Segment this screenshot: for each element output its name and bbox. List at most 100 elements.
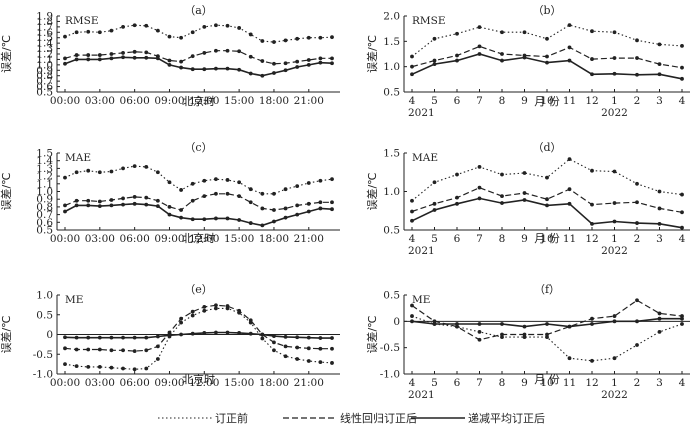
y-tick-label: 1.1 — [36, 178, 53, 190]
data-point-decay — [97, 57, 102, 62]
data-point-linear — [179, 208, 183, 212]
data-point-before — [306, 359, 311, 363]
data-point-before — [225, 178, 230, 182]
x-axis-title: 月 份 — [534, 95, 560, 108]
data-point-before — [283, 354, 288, 359]
y-tick-label: 0.9 — [36, 65, 53, 77]
x-tick-label: 7 — [476, 95, 483, 107]
data-point-decay — [455, 201, 459, 206]
data-point-decay — [132, 55, 137, 60]
data-point-decay — [455, 58, 459, 63]
data-point-decay — [567, 58, 572, 63]
x-tick-label: 9 — [521, 95, 528, 107]
data-point-before — [260, 39, 265, 43]
data-point-decay — [295, 212, 300, 217]
data-point-linear — [86, 347, 91, 352]
data-point-before — [121, 24, 125, 29]
data-point-decay — [260, 223, 265, 228]
data-point-before — [330, 177, 334, 182]
series-line-before — [64, 24, 333, 43]
x-tick-label: 11 — [563, 377, 576, 389]
data-point-before — [500, 335, 504, 340]
data-point-linear — [167, 205, 172, 209]
data-point-decay — [283, 68, 288, 73]
data-point-linear — [522, 191, 527, 195]
data-point-decay — [248, 331, 253, 336]
y-tick-label: 1.4 — [36, 155, 53, 167]
data-point-linear — [121, 348, 125, 353]
data-point-before — [202, 178, 207, 183]
y-tick-label: -0.5 — [33, 349, 53, 361]
data-point-linear — [680, 314, 684, 318]
data-point-decay — [545, 322, 549, 326]
series-line-linear — [64, 50, 332, 65]
data-point-before — [306, 181, 311, 185]
data-point-before — [179, 188, 183, 192]
y-axis-title: 误差/℃ — [0, 35, 13, 73]
data-point-before — [144, 366, 149, 371]
data-point-linear — [109, 348, 114, 353]
data-point-linear — [500, 332, 504, 337]
y-tick-label: 1.5 — [383, 148, 400, 160]
data-point-linear — [295, 59, 300, 64]
data-point-decay — [155, 334, 160, 339]
data-point-decay — [657, 316, 662, 321]
y-axis-title: 误差/℃ — [0, 172, 13, 210]
x-tick-label: 12 — [585, 233, 598, 245]
legend-label-linear: 线性回归订正后 — [340, 411, 417, 425]
data-point-decay — [86, 203, 91, 208]
data-point-before — [167, 180, 172, 185]
data-point-decay — [109, 335, 114, 340]
data-point-linear — [500, 194, 504, 199]
y-tick-label: 1.7 — [36, 21, 53, 33]
x-tick-label: 4 — [679, 233, 686, 245]
x-tick-label: 03:00 — [85, 377, 115, 389]
data-point-decay — [190, 217, 195, 222]
data-point-before — [318, 35, 323, 40]
x-tick-label: 12:00 — [189, 233, 219, 245]
panel-tag: （c） — [184, 141, 212, 154]
data-point-decay — [109, 56, 114, 61]
data-point-linear — [283, 344, 288, 349]
y-tick-label: -1.0 — [380, 369, 400, 381]
data-point-decay — [248, 221, 253, 225]
panel-tag: （a） — [184, 4, 213, 17]
y-axis-title: 误差/℃ — [365, 315, 379, 353]
y-tick-label: 1.2 — [36, 171, 53, 183]
data-point-decay — [74, 203, 79, 208]
data-point-linear — [225, 48, 230, 53]
y-tick-label: 1.3 — [36, 43, 53, 55]
data-point-decay — [132, 201, 137, 206]
data-point-before — [680, 322, 684, 326]
x-tick-label: 9 — [521, 377, 528, 389]
series-line-before — [411, 158, 683, 202]
x-tick-label: 21:00 — [294, 377, 324, 389]
data-point-linear — [190, 54, 195, 59]
y-tick-label: 1.0 — [36, 59, 53, 71]
data-point-decay — [318, 60, 323, 65]
data-point-linear — [74, 53, 79, 57]
data-point-decay — [237, 218, 242, 222]
data-point-decay — [167, 62, 172, 67]
data-point-linear — [477, 44, 482, 49]
data-point-decay — [179, 332, 183, 337]
y-tick-label: 1.0 — [36, 186, 53, 198]
x-tick-label: 4 — [679, 95, 686, 107]
series-line-before — [64, 307, 333, 370]
x-tick-label: 1 — [611, 233, 618, 245]
data-point-linear — [86, 198, 91, 203]
data-point-linear — [179, 59, 183, 64]
data-point-before — [179, 320, 183, 325]
metric-label: RMSE — [65, 15, 99, 27]
data-point-before — [522, 335, 527, 340]
data-point-linear — [455, 324, 459, 329]
x-tick-label: 21:00 — [294, 233, 324, 245]
y-tick-label: 1.8 — [36, 16, 53, 28]
data-point-linear — [330, 346, 334, 351]
data-point-linear — [318, 346, 323, 351]
data-point-linear — [260, 206, 265, 211]
data-point-decay — [500, 322, 504, 326]
metric-label: ME — [65, 294, 83, 306]
legend-label-decay: 递减平均订正后 — [468, 411, 545, 425]
